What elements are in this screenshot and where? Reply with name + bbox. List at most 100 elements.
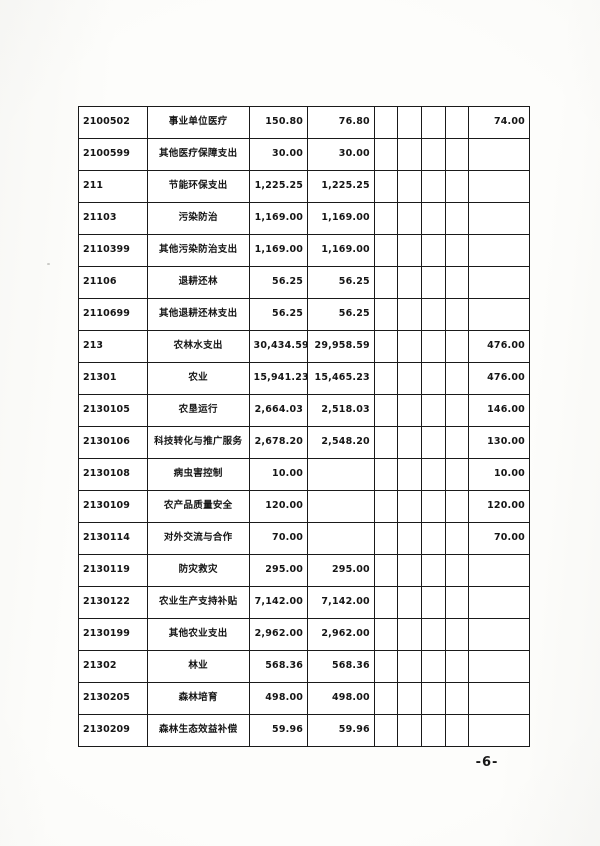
table-row: 2130109 农产品质量安全 120.00 120.00 xyxy=(78,490,530,523)
cell-value-total: 7,142.00 xyxy=(248,586,309,619)
table-row: 2110399 其他污染防治支出 1,169.00 1,169.00 xyxy=(78,234,530,267)
cell-blank-3 xyxy=(421,586,446,619)
cell-value-project xyxy=(468,202,530,235)
cell-blank-3 xyxy=(421,106,446,139)
cell-item-name: 农产品质量安全 xyxy=(146,490,250,523)
cell-value-basic: 29,958.59 xyxy=(307,330,375,363)
cell-value-total: 295.00 xyxy=(248,554,309,587)
cell-value-total: 15,941.23 xyxy=(248,362,309,395)
cell-blank-2 xyxy=(397,426,423,459)
cell-value-total: 568.36 xyxy=(248,650,309,683)
cell-budget-code: 2100599 xyxy=(78,138,148,171)
table-row: 21103 污染防治 1,169.00 1,169.00 xyxy=(78,202,530,235)
cell-value-total: 30,434.59 xyxy=(248,330,309,363)
cell-value-basic: 56.25 xyxy=(307,298,375,331)
cell-blank-2 xyxy=(397,106,423,139)
cell-value-project: 10.00 xyxy=(468,458,530,491)
table-row: 2130119 防灾救灾 295.00 295.00 xyxy=(78,554,530,587)
cell-value-basic: 2,518.03 xyxy=(307,394,375,427)
cell-value-project: 146.00 xyxy=(468,394,530,427)
cell-blank-4 xyxy=(444,682,470,715)
table-body: 2100502 事业单位医疗 150.80 76.80 74.00 2100599 其他医疗… xyxy=(78,106,530,747)
cell-blank-3 xyxy=(421,170,446,203)
cell-blank-4 xyxy=(444,618,470,651)
budget-table-container: 2100502 事业单位医疗 150.80 76.80 74.00 2100599 其他医疗… xyxy=(78,106,530,747)
cell-blank-4 xyxy=(444,522,470,555)
cell-blank-3 xyxy=(421,458,446,491)
table-row: 2130108 病虫害控制 10.00 10.00 xyxy=(78,458,530,491)
cell-value-basic: 568.36 xyxy=(307,650,375,683)
cell-budget-code: 2130108 xyxy=(78,458,148,491)
cell-blank-3 xyxy=(421,490,446,523)
cell-value-project xyxy=(468,554,530,587)
cell-value-project: 120.00 xyxy=(468,490,530,523)
cell-value-total: 70.00 xyxy=(248,522,309,555)
cell-blank-2 xyxy=(397,202,423,235)
table-row: 2100502 事业单位医疗 150.80 76.80 74.00 xyxy=(78,106,530,139)
cell-blank-1 xyxy=(373,490,399,523)
cell-value-total: 2,664.03 xyxy=(248,394,309,427)
cell-item-name: 科技转化与推广服务 xyxy=(146,426,250,459)
cell-budget-code: 21302 xyxy=(78,650,148,683)
cell-budget-code: 2130119 xyxy=(78,554,148,587)
cell-blank-1 xyxy=(373,586,399,619)
table-row: 2130122 农业生产支持补贴 7,142.00 7,142.00 xyxy=(78,586,530,619)
cell-blank-4 xyxy=(444,458,470,491)
cell-value-project xyxy=(468,266,530,299)
cell-budget-code: 2130199 xyxy=(78,618,148,651)
cell-blank-4 xyxy=(444,170,470,203)
cell-value-project: 130.00 xyxy=(468,426,530,459)
table-row: 2130199 其他农业支出 2,962.00 2,962.00 xyxy=(78,618,530,651)
table-row: 21301 农业 15,941.23 15,465.23 476.00 xyxy=(78,362,530,395)
cell-blank-3 xyxy=(421,650,446,683)
cell-value-total: 56.25 xyxy=(248,298,309,331)
cell-blank-1 xyxy=(373,426,399,459)
table-row: 2130105 农垦运行 2,664.03 2,518.03 146.00 xyxy=(78,394,530,427)
cell-item-name: 农垦运行 xyxy=(146,394,250,427)
cell-value-project xyxy=(468,682,530,715)
cell-blank-2 xyxy=(397,394,423,427)
cell-blank-4 xyxy=(444,650,470,683)
cell-item-name: 事业单位医疗 xyxy=(146,106,250,139)
cell-item-name: 其他退耕还林支出 xyxy=(146,298,250,331)
cell-value-project xyxy=(468,170,530,203)
cell-value-basic: 1,225.25 xyxy=(307,170,375,203)
cell-blank-3 xyxy=(421,522,446,555)
cell-budget-code: 2130205 xyxy=(78,682,148,715)
cell-value-basic: 498.00 xyxy=(307,682,375,715)
cell-budget-code: 21301 xyxy=(78,362,148,395)
scan-speck xyxy=(47,263,50,265)
cell-blank-1 xyxy=(373,458,399,491)
table-row: 2130114 对外交流与合作 70.00 70.00 xyxy=(78,522,530,555)
cell-value-basic: 7,142.00 xyxy=(307,586,375,619)
cell-blank-4 xyxy=(444,202,470,235)
cell-blank-4 xyxy=(444,266,470,299)
cell-blank-3 xyxy=(421,714,446,747)
cell-value-project xyxy=(468,586,530,619)
cell-budget-code: 2130114 xyxy=(78,522,148,555)
cell-blank-2 xyxy=(397,266,423,299)
cell-blank-1 xyxy=(373,682,399,715)
cell-value-basic xyxy=(307,490,375,523)
cell-value-basic: 30.00 xyxy=(307,138,375,171)
cell-value-total: 2,962.00 xyxy=(248,618,309,651)
cell-value-project: 476.00 xyxy=(468,330,530,363)
cell-item-name: 其他污染防治支出 xyxy=(146,234,250,267)
cell-blank-2 xyxy=(397,554,423,587)
cell-value-project xyxy=(468,138,530,171)
table-row: 21302 林业 568.36 568.36 xyxy=(78,650,530,683)
cell-blank-4 xyxy=(444,586,470,619)
cell-blank-2 xyxy=(397,458,423,491)
cell-blank-1 xyxy=(373,298,399,331)
cell-budget-code: 2130109 xyxy=(78,490,148,523)
cell-blank-1 xyxy=(373,330,399,363)
cell-blank-1 xyxy=(373,170,399,203)
cell-blank-4 xyxy=(444,138,470,171)
table-row: 2100599 其他医疗保障支出 30.00 30.00 xyxy=(78,138,530,171)
cell-blank-3 xyxy=(421,618,446,651)
cell-value-total: 150.80 xyxy=(248,106,309,139)
cell-blank-2 xyxy=(397,586,423,619)
cell-value-basic: 1,169.00 xyxy=(307,202,375,235)
cell-budget-code: 2130122 xyxy=(78,586,148,619)
cell-blank-3 xyxy=(421,362,446,395)
